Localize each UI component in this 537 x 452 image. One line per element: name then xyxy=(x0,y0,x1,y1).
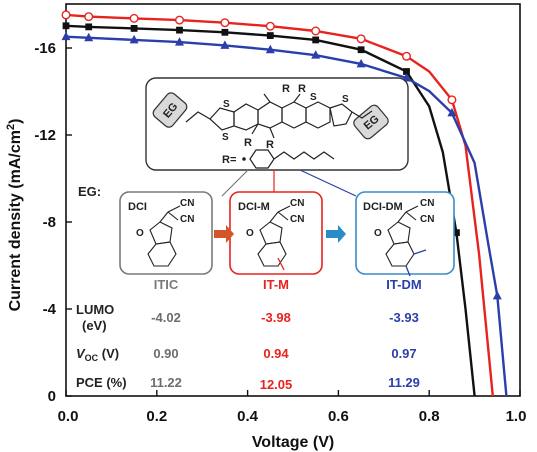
molecule-inset: EG EG S S S S R R R R R= xyxy=(78,77,455,292)
data-point xyxy=(221,28,229,36)
x-tick-label: 0.8 xyxy=(419,408,440,425)
val-pce-itdm: 11.29 xyxy=(388,375,420,390)
data-point xyxy=(61,31,71,41)
data-point xyxy=(447,95,457,105)
molecule-name-it-m: IT-M xyxy=(263,277,289,292)
data-point xyxy=(453,229,460,237)
y-tick-label: -8 xyxy=(43,214,56,231)
arrow-red xyxy=(214,225,234,243)
data-point xyxy=(85,23,93,31)
svg-text:CN: CN xyxy=(290,198,304,209)
data-point xyxy=(84,32,94,42)
val-voc-itic: 0.90 xyxy=(153,346,178,361)
property-table: LUMO (eV) -4.02 -3.98 -3.93 VOC (V) 0.90… xyxy=(76,302,420,392)
svg-text:O: O xyxy=(246,228,254,239)
val-voc-itdm: 0.97 xyxy=(391,346,416,361)
arrow-blue xyxy=(326,225,346,243)
r-substituent: R xyxy=(282,83,290,95)
data-point xyxy=(266,32,274,39)
row-label-voc: VOC (V) xyxy=(76,346,119,363)
molecule-name-it-dm: IT-DM xyxy=(386,277,421,292)
data-point xyxy=(265,44,275,54)
row-sublabel-lumo: (eV) xyxy=(82,318,107,333)
svg-text:CN: CN xyxy=(420,198,434,209)
svg-text:O: O xyxy=(136,228,144,239)
data-point xyxy=(311,26,321,36)
x-axis-label: Voltage (V) xyxy=(252,434,334,451)
data-point xyxy=(402,51,412,61)
end-group-dci-dm: DCI-DM O CN CN IT-DM xyxy=(355,191,455,292)
data-point xyxy=(403,68,410,75)
data-point xyxy=(312,36,320,44)
x-tick-label: 0.4 xyxy=(237,408,259,425)
svg-text:CN: CN xyxy=(420,214,434,225)
fused-core-structure xyxy=(185,93,373,139)
s-atom: S xyxy=(310,92,317,103)
plot-frame xyxy=(65,3,521,397)
data-point xyxy=(84,12,94,22)
svg-text:CN: CN xyxy=(290,214,304,225)
end-group-dci-m: DCI-M O CN CN IT-M xyxy=(229,191,323,292)
data-point xyxy=(265,21,275,31)
r-substituent: R xyxy=(244,137,252,149)
svg-text:O: O xyxy=(374,228,382,239)
x-tick-label: 1.0 xyxy=(506,408,527,425)
data-point xyxy=(61,10,71,20)
y-axis-label: Current density (mA/cm2) xyxy=(5,119,24,312)
svg-text:CN: CN xyxy=(180,198,194,209)
val-pce-itic: 11.22 xyxy=(150,375,182,390)
y-tick-label: -4 xyxy=(43,301,57,318)
x-tick-label: 0.2 xyxy=(146,408,167,425)
row-label-lumo: LUMO xyxy=(76,302,114,317)
data-point xyxy=(176,26,183,34)
svg-text:DCI: DCI xyxy=(128,201,147,213)
val-lumo-itdm: -3.93 xyxy=(389,310,419,325)
data-point xyxy=(129,13,139,23)
svg-text:CN: CN xyxy=(180,214,194,225)
s-atom: S xyxy=(223,99,230,110)
x-axis: 0.0 0.2 0.4 0.6 0.8 1.0 xyxy=(58,390,527,425)
val-voc-itm: 0.94 xyxy=(263,346,289,361)
molecule-name-itic: ITIC xyxy=(154,277,179,292)
val-lumo-itic: -4.02 xyxy=(151,310,181,325)
y-tick-label: 0 xyxy=(48,388,56,405)
y-tick-label: -12 xyxy=(34,127,56,144)
data-point xyxy=(130,24,138,32)
data-point xyxy=(356,58,366,68)
data-point xyxy=(357,46,365,54)
row-label-pce: PCE (%) xyxy=(76,375,127,390)
val-pce-itm: 12.05 xyxy=(260,377,293,392)
data-point xyxy=(220,18,230,28)
s-atom: S xyxy=(342,94,349,105)
svg-text:DCI-DM: DCI-DM xyxy=(363,201,403,213)
data-point xyxy=(175,37,184,46)
hexylphenyl-structure xyxy=(242,149,335,169)
data-point xyxy=(311,50,321,59)
y-axis: 0 -4 -8 -12 -16 xyxy=(34,40,72,405)
svg-text:DCI-M: DCI-M xyxy=(238,201,270,213)
val-lumo-itm: -3.98 xyxy=(261,310,291,325)
eg-label: EG: xyxy=(78,184,101,199)
x-tick-label: 0.6 xyxy=(328,408,349,425)
data-point xyxy=(174,15,184,25)
r-substituent: R xyxy=(298,83,306,95)
data-point xyxy=(356,34,366,44)
s-atom: S xyxy=(222,132,229,143)
r-substituent: R xyxy=(266,139,274,151)
end-group-dci: DCI O CN CN ITIC xyxy=(119,191,213,292)
data-point xyxy=(220,40,230,49)
data-point xyxy=(492,290,502,300)
data-point xyxy=(447,107,457,117)
r-definition-label: R= xyxy=(222,154,236,166)
data-point xyxy=(129,34,139,44)
y-tick-label: -16 xyxy=(34,40,56,57)
x-tick-label: 0.0 xyxy=(58,408,79,425)
data-point xyxy=(62,22,70,30)
